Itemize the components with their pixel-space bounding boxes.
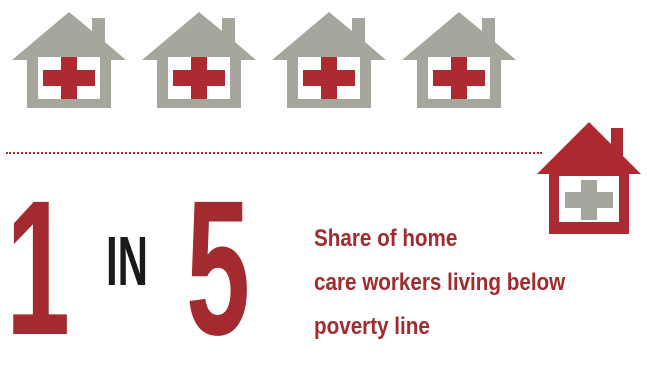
house-medical-icon [272,12,386,108]
caption-line-2: care workers living below [314,269,566,296]
caption-line-1: Share of home [314,225,458,252]
house-medical-icon-highlight [537,122,641,234]
house-medical-icon [402,12,516,108]
stat-caption: Share of home care workers living below … [314,217,565,349]
house-medical-icon [142,12,256,108]
house-medical-icon [12,12,126,108]
caption-line-3: poverty line [314,313,430,340]
stat-numerator: 1 [6,160,71,375]
dotted-divider [6,152,542,154]
stat-word-in: IN [106,222,148,300]
stat-denominator: 5 [186,160,251,375]
